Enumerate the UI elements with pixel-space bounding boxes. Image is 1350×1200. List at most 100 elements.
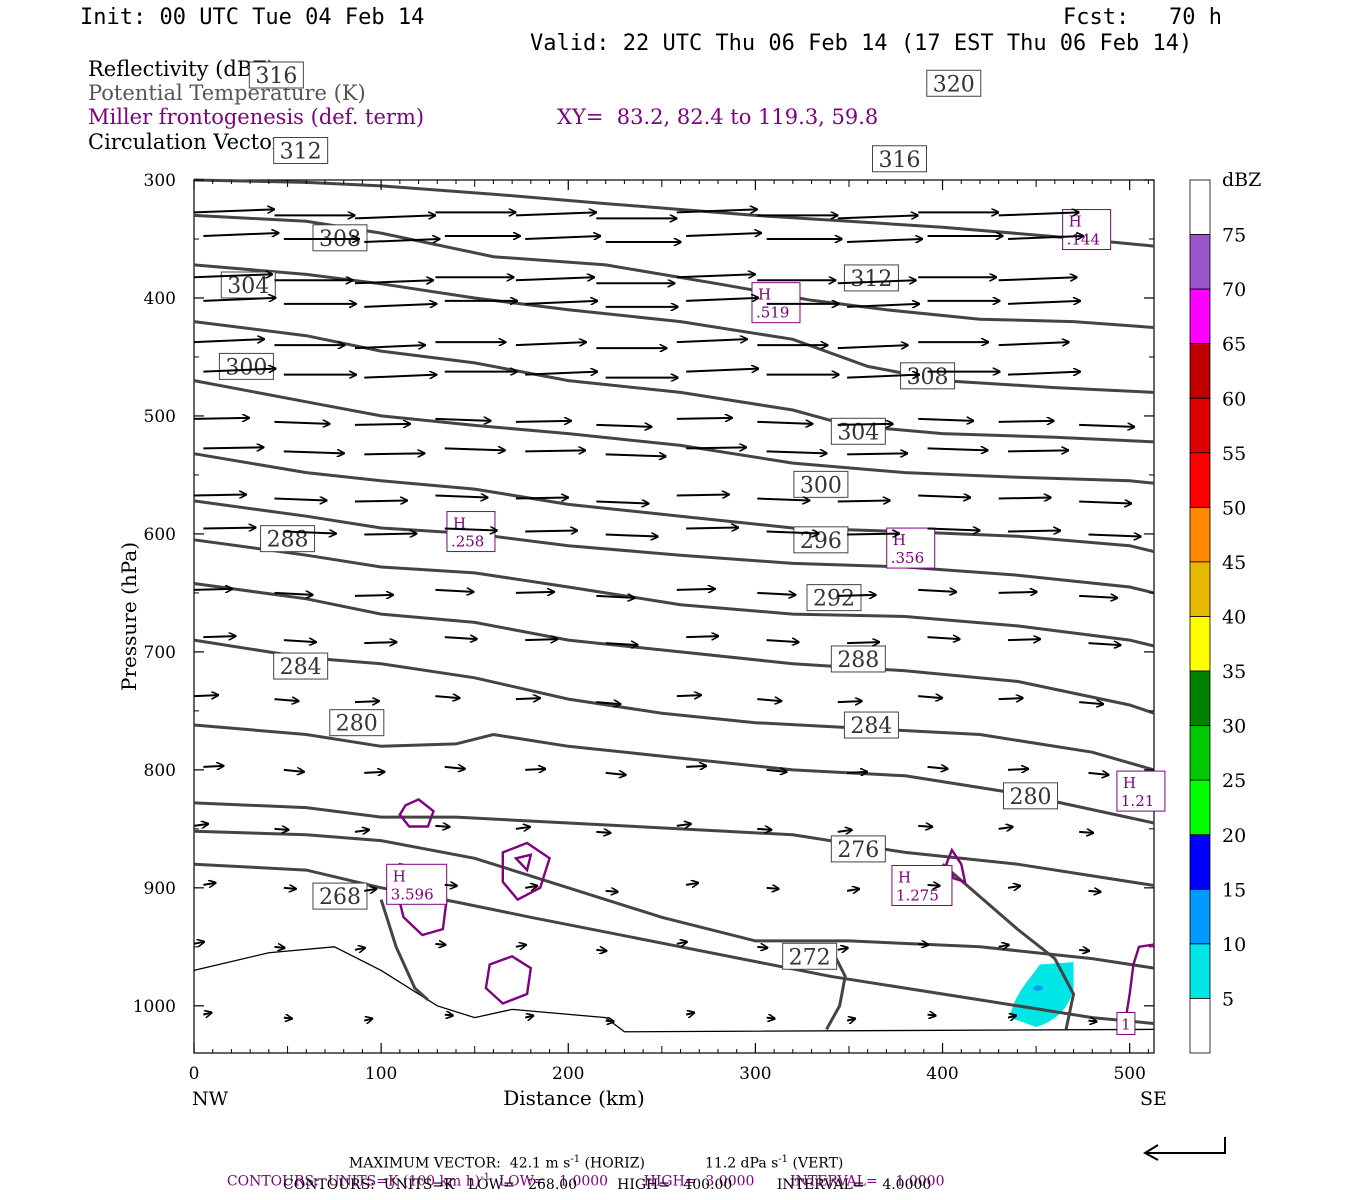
- field-frontogenesis: Miller frontogenesis (def. term): [88, 105, 425, 129]
- circulation-vector: [193, 339, 264, 342]
- theta-label-box: [312, 882, 368, 910]
- circulation-vector: [676, 824, 691, 826]
- frontogenesis-max-box: [386, 863, 448, 905]
- theta-label-text: 300: [800, 473, 842, 498]
- theta-label-292: 292: [806, 584, 862, 612]
- circulation-vector: [676, 695, 701, 696]
- circulation-vector: [918, 826, 932, 827]
- theta-contour-280: [193, 723, 1155, 825]
- theta-label-box: [793, 526, 849, 554]
- theta-contour-300: [193, 452, 1155, 554]
- colorbar-label: 70: [1222, 279, 1246, 301]
- circulation-vector: [1088, 773, 1109, 775]
- circulation-vector: [676, 209, 757, 212]
- theta-label-288: 288: [260, 525, 316, 553]
- circulation-vector: [847, 534, 899, 535]
- theta-label-308: 308: [900, 362, 956, 390]
- theta-label-box: [793, 470, 849, 498]
- theta-contour-292: [193, 538, 1155, 648]
- y-axis-label: Pressure (hPa): [117, 542, 141, 691]
- frontogenesis-max-value: .258: [451, 533, 484, 551]
- circulation-vector: [998, 827, 1013, 829]
- circulation-vector: [757, 699, 781, 701]
- circulation-vector: [757, 829, 771, 830]
- circulation-vector: [1007, 1016, 1016, 1018]
- circulation-vector: [203, 1013, 211, 1015]
- footer-max-vector: MAXIMUM VECTOR: 42.1 m s-1 (HORIZ) 11.2 d…: [340, 1141, 843, 1171]
- theta-contour-304: [193, 379, 1155, 485]
- forecast-hour: Fcst: 70 h: [1063, 5, 1222, 30]
- circulation-vector: [203, 883, 215, 885]
- frontogenesis-contour: [1124, 943, 1155, 1018]
- colorbar-label: 15: [1222, 879, 1246, 901]
- colorbar-segment: [1189, 452, 1211, 508]
- theta-contour-276: [193, 801, 1155, 887]
- theta-label-box: [218, 352, 274, 380]
- theta-label-text: 272: [789, 945, 831, 970]
- theta-contour-312: [193, 263, 1155, 394]
- circulation-vector: [274, 699, 298, 701]
- colorbar-segment: [1189, 725, 1211, 781]
- circulation-vector: [515, 698, 540, 699]
- theta-label-text: 280: [336, 712, 378, 737]
- theta-label-box: [273, 137, 329, 165]
- colorbar-label: 45: [1222, 552, 1246, 574]
- x-tick-label: 500: [1113, 1064, 1145, 1084]
- theta-label-text: 304: [227, 274, 269, 299]
- circulation-vector: [1008, 531, 1060, 532]
- surface-line: [193, 946, 1155, 1033]
- circulation-vector: [596, 596, 634, 598]
- circulation-vector: [1088, 891, 1101, 892]
- circulation-vector: [274, 829, 288, 830]
- circulation-vector: [846, 1019, 855, 1021]
- colorbar-segment: [1189, 561, 1211, 617]
- theta-label-text: 300: [225, 355, 267, 380]
- circulation-vector: [515, 421, 571, 422]
- circulation-vector: [676, 418, 732, 419]
- circulation-vector: [1007, 372, 1080, 375]
- field-theta: Potential Temperature (K): [88, 81, 366, 105]
- circulation-vector: [596, 950, 606, 951]
- frontogenesis-max-.258: H.258: [446, 511, 496, 553]
- circulation-vector: [1088, 1021, 1097, 1022]
- circulation-vector: [596, 702, 620, 704]
- circulation-vector: [525, 372, 597, 375]
- colorbar-segment: [1189, 943, 1211, 999]
- y-tick-label: 700: [144, 643, 176, 663]
- theta-label-280: 280: [329, 709, 385, 737]
- theta-label-box: [782, 942, 838, 970]
- frontogenesis-max-1.275: H1.275: [891, 864, 953, 906]
- init-time: Init: 00 UTC Tue 04 Feb 14: [80, 5, 425, 30]
- theta-label-box: [248, 61, 304, 89]
- theta-label-text: 312: [280, 140, 322, 165]
- y-tick-label: 800: [144, 761, 176, 781]
- circulation-vector: [676, 339, 747, 342]
- colorbar-label: 25: [1222, 770, 1246, 792]
- frontogenesis-max-value: 3.596: [391, 885, 434, 903]
- circulation-vector: [1088, 643, 1121, 645]
- circulation-vector: [354, 215, 435, 218]
- reference-vector: [1145, 1137, 1226, 1154]
- theta-label-box: [806, 584, 862, 612]
- theta-label-text: 268: [319, 885, 361, 910]
- circulation-vector: [847, 453, 907, 454]
- circulation-vector: [918, 696, 942, 698]
- theta-label-text: 320: [933, 72, 975, 97]
- circulation-vector: [435, 944, 445, 945]
- theta-label-box: [843, 711, 899, 739]
- theta-label-304: 304: [220, 271, 276, 299]
- circulation-vector: [525, 450, 585, 451]
- theta-contour-296: [193, 499, 1155, 595]
- y-tick-label: 300: [144, 171, 176, 191]
- colorbar-unit: dBZ: [1222, 169, 1261, 191]
- circulation-vector: [515, 212, 596, 215]
- frontogenesis-max-value: .356: [891, 549, 924, 567]
- circulation-vector: [1079, 596, 1117, 598]
- frontogenesis-contour: [501, 841, 552, 902]
- circulation-vector: [274, 593, 312, 595]
- circulation-vector: [1007, 886, 1020, 888]
- field-vectors: Circulation Vectors: [88, 130, 293, 154]
- circulation-vector: [283, 532, 336, 534]
- circulation-vector: [605, 535, 658, 537]
